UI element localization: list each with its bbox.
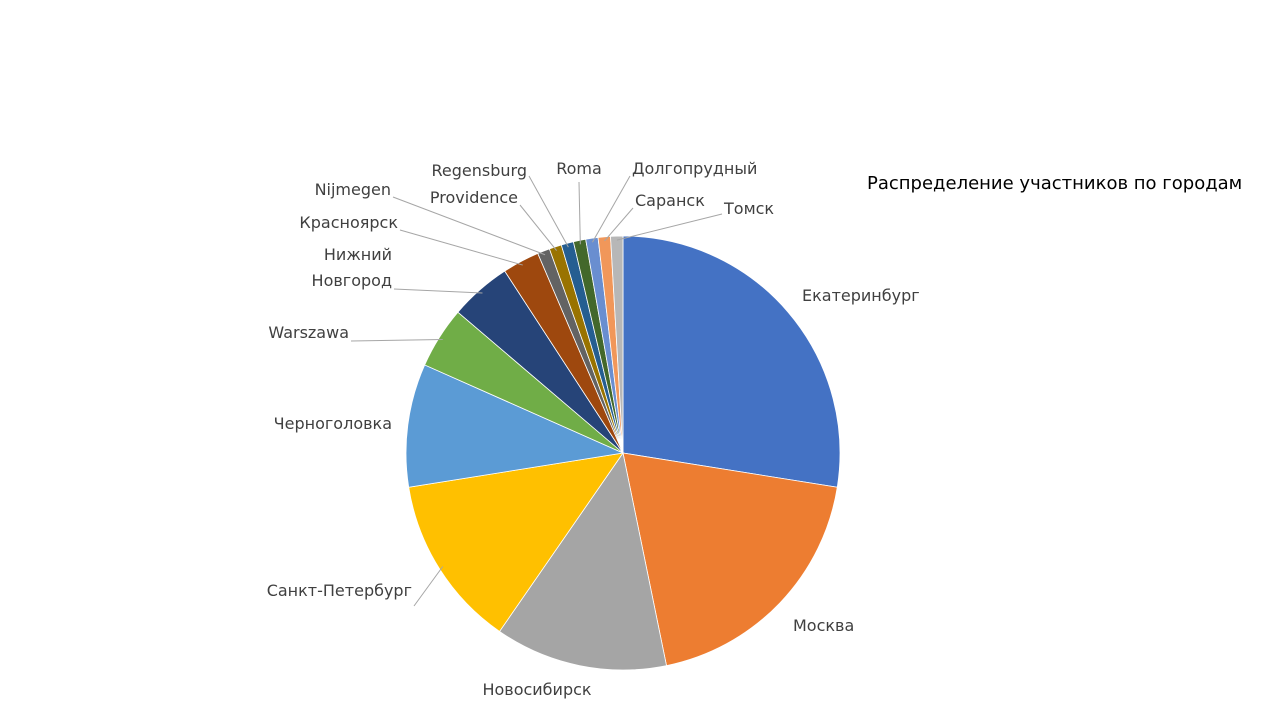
leader-line: [528, 175, 569, 248]
slice-label: Томск: [724, 199, 775, 218]
pie-slice: [408, 452, 624, 633]
slice-label: Москва: [793, 616, 855, 635]
slice-label: Красноярск: [299, 213, 398, 232]
leader-line: [399, 229, 523, 266]
leader-line: [578, 181, 581, 245]
slice-label: Санкт-Петербург: [266, 581, 412, 600]
leader-line: [591, 175, 631, 243]
slice-label: Саранск: [635, 191, 705, 210]
slice-label: Нижний Новгород: [311, 245, 392, 290]
pie-slice: [622, 235, 841, 488]
pie-slice: [498, 452, 667, 671]
pie-slice: [622, 452, 838, 667]
slice-label: Roma: [556, 159, 602, 178]
leader-line: [604, 207, 634, 242]
slice-label: Warszawa: [268, 323, 349, 342]
slice-label: Долгопрудный: [632, 159, 758, 178]
slice-label: Regensburg: [431, 161, 527, 180]
pie-slice: [610, 235, 624, 454]
leader-line: [392, 196, 546, 256]
slice-label: Черноголовка: [273, 414, 392, 433]
slice-label: Providence: [429, 188, 518, 207]
pie-slice: [405, 364, 625, 488]
leader-line: [393, 288, 483, 294]
slice-label: Екатеринбург: [802, 286, 920, 305]
leader-line: [616, 213, 723, 241]
chart-title: Распределение участников по городам: [867, 173, 1243, 194]
leader-line: [413, 566, 444, 607]
slice-label: Новосибирск: [482, 680, 592, 699]
leader-line: [519, 204, 557, 251]
slice-label: Nijmegen: [314, 180, 391, 199]
leader-line: [350, 338, 443, 342]
